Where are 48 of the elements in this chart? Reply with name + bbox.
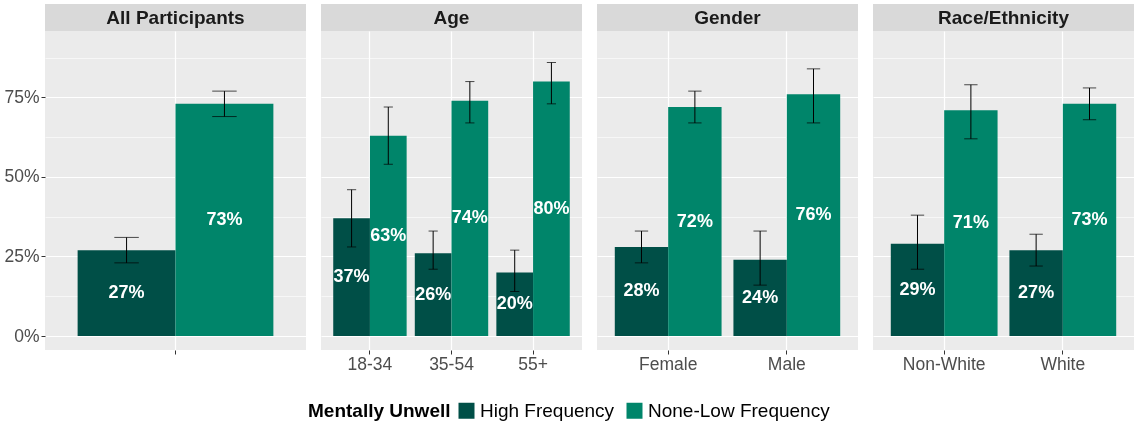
bar: [369, 135, 407, 337]
data-label: 29%: [899, 278, 936, 299]
chart-title: All Participants: [106, 6, 245, 28]
x-tick-label: Female: [639, 353, 698, 374]
bar: [451, 100, 489, 337]
bar: [1009, 250, 1063, 337]
x-tick-label: 55+: [518, 353, 548, 374]
y-tick-label: 50%: [4, 166, 40, 187]
bar: [333, 218, 370, 337]
data-label: 73%: [206, 208, 243, 229]
data-label: 27%: [1018, 282, 1055, 303]
data-label: 76%: [795, 204, 832, 225]
y-tick-label: 75%: [4, 86, 40, 107]
bar: [944, 110, 998, 337]
data-label: 80%: [533, 197, 570, 218]
bar: [1062, 103, 1117, 337]
x-tick-label: White: [1040, 353, 1086, 374]
chart-title: Gender: [694, 6, 762, 28]
y-tick-label: 25%: [4, 245, 40, 266]
chart-title: Race/Ethnicity: [938, 6, 1070, 28]
data-label: 37%: [333, 266, 370, 287]
x-tick-label: 18-34: [347, 353, 393, 374]
legend-label: None-Low Frequency: [648, 399, 831, 421]
data-label: 71%: [952, 212, 989, 233]
data-label: 20%: [496, 293, 533, 314]
bar: [786, 94, 841, 337]
y-tick-label: 0%: [14, 325, 40, 346]
bar: [668, 107, 722, 337]
x-tick-label: Non-White: [902, 353, 986, 374]
x-tick-label: 35-54: [429, 353, 475, 374]
data-label: 73%: [1071, 208, 1108, 229]
bar: [414, 253, 452, 337]
bar: [890, 243, 945, 337]
data-label: 26%: [415, 283, 452, 304]
chart-title: Age: [433, 6, 470, 28]
data-label: 28%: [623, 280, 660, 301]
bar: [533, 81, 570, 337]
data-label: 27%: [108, 282, 145, 303]
bar: [733, 259, 787, 337]
data-label: 74%: [451, 207, 488, 228]
legend-title: Mentally Unwell: [308, 400, 451, 421]
bar: [496, 272, 534, 337]
data-label: 63%: [370, 224, 407, 245]
legend-label: High Frequency: [480, 399, 615, 421]
data-label: 24%: [742, 286, 779, 307]
bar: [614, 246, 669, 337]
data-label: 72%: [676, 210, 713, 231]
x-tick-label: Male: [767, 353, 806, 374]
